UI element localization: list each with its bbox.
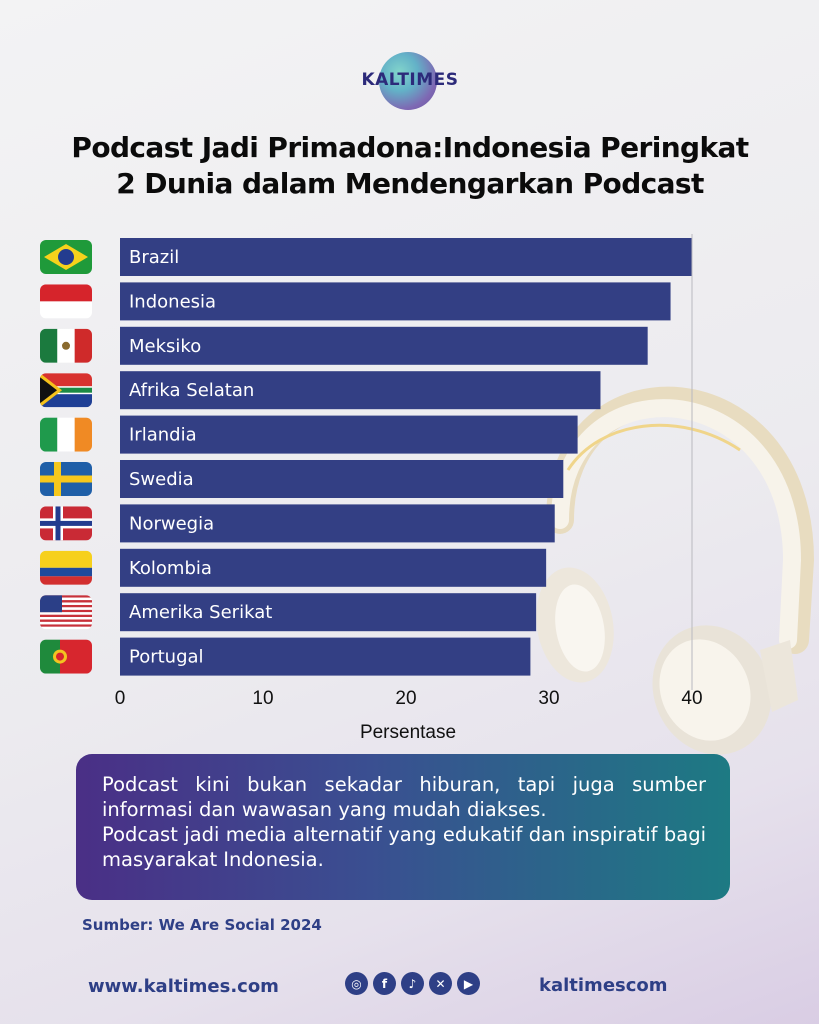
sweden-flag-icon [40,462,92,496]
bar-label: Portugal [129,647,204,668]
bar-label: Meksiko [129,336,201,357]
note-paragraph-2: Podcast jadi media alternatif yang eduka… [102,823,706,871]
bar-brazil [120,238,692,276]
ireland-flag-icon [40,417,92,452]
instagram-icon[interactable]: ◎ [345,972,368,995]
bar-afrika-selatan [120,371,601,410]
portugal-flag-icon [40,639,92,674]
bar-label: Afrika Selatan [129,380,254,401]
bar-label: Irlandia [129,425,197,446]
usa-flag-icon [40,595,92,630]
bar-irlandia [120,415,578,454]
bar-label: Brazil [129,247,179,268]
bars-layer: Brazil Indonesia Meksiko Afrika Selatan Irla… [120,238,692,676]
note-paragraph-1: Podcast kini bukan sekadar hiburan, tapi… [102,773,706,821]
bar-portugal [120,637,531,676]
bar-label: Amerika Serikat [129,602,272,623]
logo-emblem [379,52,437,110]
mexico-flag-icon [40,328,92,363]
title-line-2: 2 Dunia dalam Mendengarkan Podcast [116,167,704,200]
x-icon[interactable]: ✕ [429,972,452,995]
info-note-box: Podcast kini bukan sekadar hiburan, tapi… [76,754,730,900]
x-axis: 0 10 20 30 40 [115,234,703,709]
bar-label: Kolombia [129,558,212,579]
bar-indonesia [120,282,671,321]
bar-kolombia [120,548,547,587]
indonesia-flag-icon [40,284,92,319]
bar-chart: Brazil Indonesia Meksiko Afrika Selatan Irla… [40,234,703,743]
x-tick-label: 10 [252,688,273,709]
x-tick-label: 30 [538,688,559,709]
x-axis-title: Persentase [360,722,456,743]
bar-amerika-serikat [120,593,537,632]
bar-label: Swedia [129,469,194,490]
page-title: Podcast Jadi Primadona:Indonesia Peringk… [20,130,800,202]
website-link[interactable]: www.kaltimes.com [88,976,279,997]
logo-text: KALTIMES [361,70,459,90]
youtube-icon[interactable]: ▶ [457,972,480,995]
bar-norwegia [120,504,555,543]
flags-layer [40,240,92,674]
south-africa-flag-icon [40,373,92,408]
bar-swedia [120,460,564,498]
source-credit: Sumber: We Are Social 2024 [82,916,322,934]
social-icons: ◎ f ♪ ✕ ▶ [345,972,480,995]
bar-label: Indonesia [129,291,216,312]
brazil-flag-icon [40,240,92,274]
x-tick-label: 20 [395,688,416,709]
brand-logo: KALTIMES [355,52,465,110]
colombia-flag-icon [40,550,92,585]
x-tick-label: 0 [115,688,126,709]
title-line-1: Podcast Jadi Primadona:Indonesia Peringk… [71,131,749,164]
x-tick-label: 40 [681,688,702,709]
bar-label: Norwegia [129,513,214,534]
facebook-icon[interactable]: f [373,972,396,995]
social-handle[interactable]: kaltimescom [539,975,668,996]
tiktok-icon[interactable]: ♪ [401,972,424,995]
bar-meksiko [120,326,648,365]
norway-flag-icon [40,506,92,541]
